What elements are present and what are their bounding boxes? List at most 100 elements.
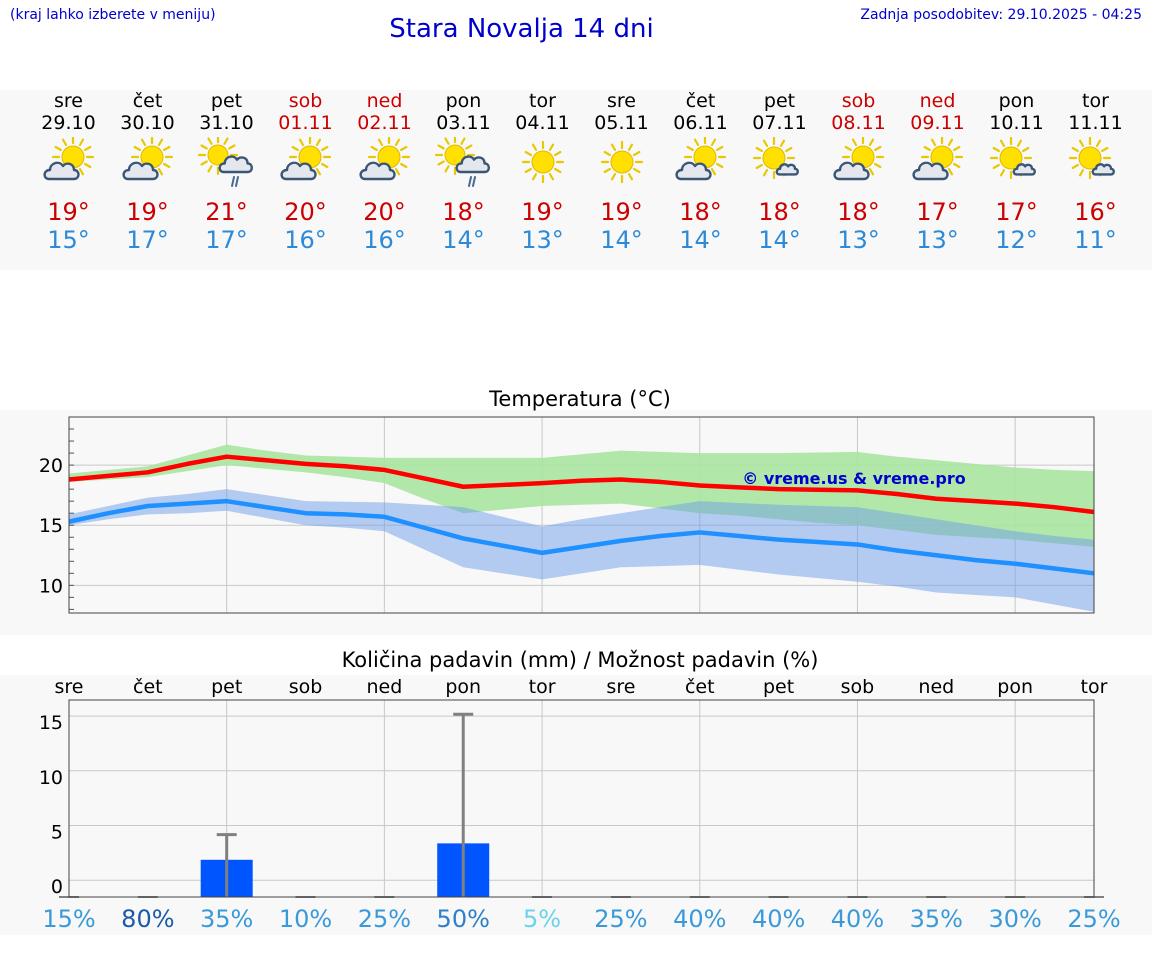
day-date: 29.10 — [41, 112, 96, 134]
sun-cloud-icon — [358, 137, 410, 181]
x-day-label: pon — [445, 676, 481, 698]
cloud-body — [911, 161, 949, 181]
cloud-shape — [911, 161, 949, 181]
day-name: ned — [366, 90, 403, 112]
day-column: pet 31.10 21° 17° — [187, 90, 267, 254]
min-temperature: 14° — [600, 226, 643, 254]
sun-small-cloud-icon — [989, 137, 1036, 180]
day-date: 03.11 — [436, 112, 491, 134]
day-column: sob 08.11 18° 13° — [819, 90, 899, 254]
sun-ray — [531, 143, 537, 151]
sun-disc — [999, 146, 1022, 170]
x-day-label: ned — [366, 676, 402, 698]
sun-ray — [603, 150, 611, 157]
sun-ray — [394, 138, 400, 146]
sun-ray — [1021, 146, 1029, 153]
precipitation-chart-title: Količina padavin (mm) / Možnost padavin … — [341, 648, 819, 672]
day-name: sob — [288, 90, 323, 112]
temperature-chart: 10 15 20 © vreme.us & vreme.pro — [39, 416, 1095, 614]
sun-ray — [157, 138, 163, 146]
y-tick-label: 20 — [39, 455, 63, 477]
day-column: tor 11.11 16° 11° — [1056, 90, 1136, 254]
max-temperature: 18° — [442, 198, 485, 226]
sun-ray — [320, 145, 328, 152]
rain-drop — [230, 176, 235, 187]
sun-ray — [992, 163, 1000, 170]
cloud-shape — [42, 161, 80, 181]
precipitation-probability: 25% — [1067, 905, 1120, 933]
cloud-shape — [358, 161, 396, 181]
max-temperature: 18° — [758, 198, 801, 226]
sun-ray — [992, 146, 1000, 153]
max-temperature: 18° — [679, 198, 722, 226]
day-date: 09.11 — [910, 112, 965, 134]
sun-ray — [947, 138, 953, 146]
precipitation-probability: 10% — [279, 905, 332, 933]
cloud-body — [1012, 163, 1036, 176]
sun-ray — [78, 168, 84, 176]
precipitation-probability: 30% — [988, 905, 1041, 933]
day-name: čet — [132, 90, 163, 112]
max-temperature: 17° — [995, 198, 1038, 226]
day-name: pet — [763, 90, 796, 112]
cloud-shape — [454, 155, 490, 174]
max-temperature: 18° — [837, 198, 880, 226]
precipitation-probability: 25% — [358, 905, 411, 933]
sun-ray — [157, 168, 163, 176]
sun-ray — [715, 162, 723, 169]
sun-ray — [930, 138, 936, 146]
max-temperature: 16° — [1074, 198, 1117, 226]
sun-ray — [947, 168, 953, 176]
sun-ray — [1078, 139, 1084, 147]
x-day-label: čet — [133, 676, 163, 698]
temperature-chart-title: Temperatura (°C) — [489, 387, 671, 411]
precipitation-probability: 50% — [437, 905, 490, 933]
max-temperature: 19° — [126, 198, 169, 226]
sun-ray — [524, 150, 532, 157]
y-tick-label: 10 — [39, 767, 63, 789]
page-title: Stara Novalja 14 dni — [389, 14, 654, 44]
precipitation-probability: 15% — [42, 905, 95, 933]
cloud-shape — [1091, 163, 1115, 176]
cloud-body — [454, 155, 490, 174]
sun-ray — [524, 167, 532, 174]
sun-ray — [553, 150, 561, 157]
precipitation-probability: 40% — [673, 905, 726, 933]
cloud-shape — [832, 161, 870, 181]
max-temperature: 19° — [47, 198, 90, 226]
sun-ray — [868, 138, 874, 146]
day-name: pon — [445, 90, 482, 112]
sun-ray — [999, 139, 1005, 147]
sun-ray — [710, 138, 716, 146]
cloud-body — [279, 161, 317, 181]
location-menu-hint[interactable]: (kraj lahko izberete v meniju) — [10, 7, 216, 23]
x-day-label: sre — [55, 676, 84, 698]
sun-ray — [531, 173, 537, 181]
rain-drops — [467, 176, 476, 187]
cloud-body — [217, 155, 253, 174]
x-day-label: pet — [211, 676, 242, 698]
x-day-label: sre — [606, 676, 635, 698]
sun-ray — [443, 165, 450, 173]
sun-ray — [78, 138, 84, 146]
sun-ray — [873, 145, 881, 152]
sun-ray — [548, 173, 554, 181]
sun-rain-cloud-icon — [197, 137, 253, 187]
sun-ray — [320, 162, 328, 169]
min-temperature: 13° — [837, 226, 880, 254]
day-date: 04.11 — [515, 112, 570, 134]
cloud-shape — [217, 155, 253, 174]
precipitation-probability: 40% — [752, 905, 805, 933]
plot-frame — [68, 416, 1095, 614]
day-column: sre 29.10 19° 15° — [29, 90, 109, 254]
day-column: pet 07.11 18° 14° — [740, 90, 820, 254]
day-date: 01.11 — [278, 112, 333, 134]
max-temperature: 21° — [205, 198, 248, 226]
min-temperature-band — [69, 489, 1094, 612]
day-date: 06.11 — [673, 112, 728, 134]
max-temperature: 17° — [916, 198, 959, 226]
min-temperature: 16° — [284, 226, 327, 254]
sun-disc — [610, 150, 633, 174]
sun-ray — [1071, 146, 1079, 153]
sun-ray — [923, 145, 931, 152]
